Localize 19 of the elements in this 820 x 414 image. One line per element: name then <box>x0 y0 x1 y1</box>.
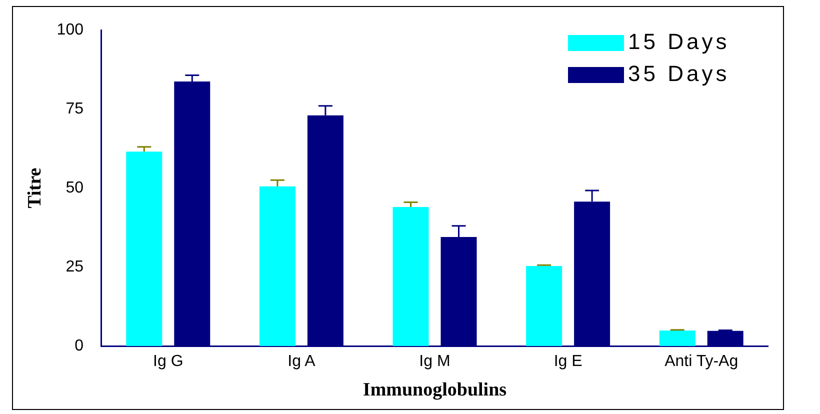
x-tick-label: Ig A <box>288 353 316 370</box>
x-tick-label: Ig E <box>554 353 582 370</box>
bar <box>392 206 429 346</box>
legend-label: 15 Days <box>628 29 730 54</box>
y-tick-label: 100 <box>56 21 84 38</box>
y-axis-title: Titre <box>24 168 46 208</box>
y-tick-label: 0 <box>74 337 84 354</box>
legend-label: 35 Days <box>628 61 730 86</box>
bar <box>259 186 296 346</box>
bar <box>659 330 696 346</box>
y-tick-label: 25 <box>66 258 84 276</box>
bar <box>126 152 162 346</box>
x-tick-label: Ig M <box>419 353 450 370</box>
x-axis-title: Immunoglobulins <box>362 380 507 401</box>
x-tick-label: Ig G <box>153 353 184 370</box>
x-tick-label: Anti Ty-Ag <box>664 353 738 370</box>
bar <box>526 266 562 346</box>
y-tick-label: 50 <box>66 179 84 196</box>
y-tick-label: 75 <box>66 100 84 118</box>
